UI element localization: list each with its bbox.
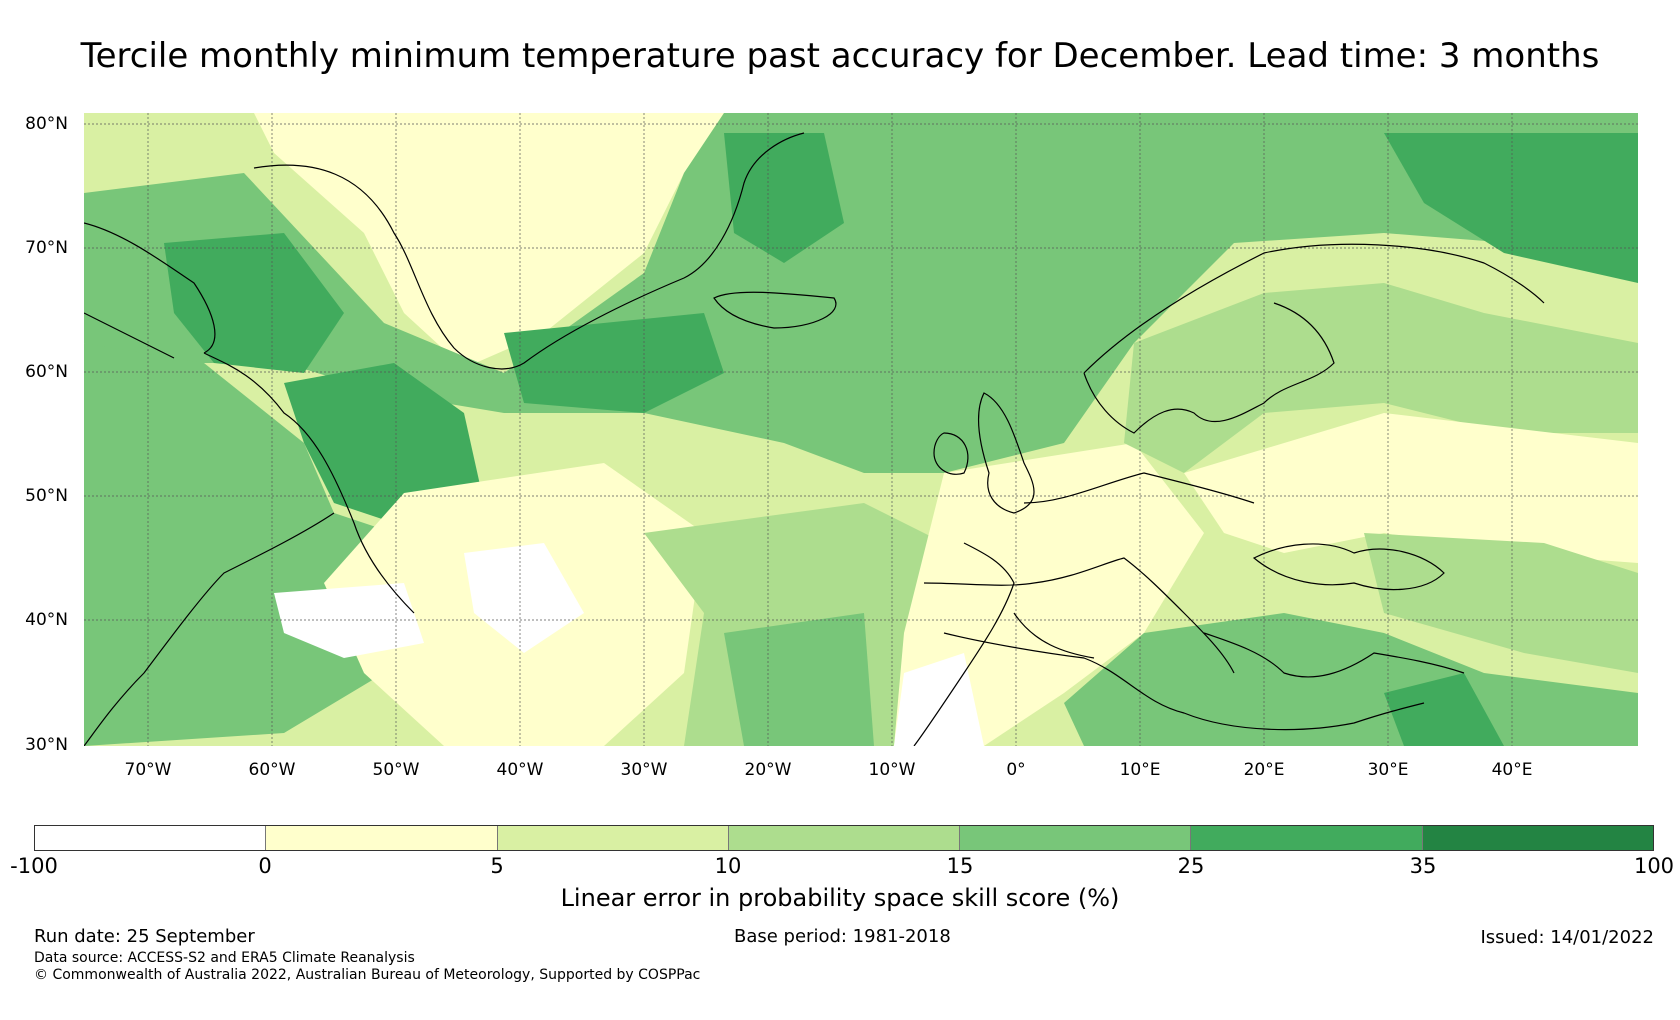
lat-label-30n: 30°N: [25, 735, 68, 755]
region-mid-atlantic-negative: [464, 543, 584, 653]
colorbar-segment: [497, 826, 729, 850]
lon-label-70w: 70°W: [124, 760, 172, 780]
coast-ireland: [933, 432, 969, 475]
colorbar: [34, 825, 1654, 851]
colorbar-tick: 10: [714, 854, 742, 878]
lon-label-20e: 20°E: [1243, 760, 1285, 780]
lon-label-20w: 20°W: [744, 760, 792, 780]
region-gulfstream-negative: [274, 583, 424, 658]
colorbar-tick: 25: [1177, 854, 1205, 878]
graticule: [84, 113, 1638, 746]
lon-label-30e: 30°E: [1367, 760, 1409, 780]
colorbar-segment: [1191, 826, 1423, 850]
colorbar-segment: [35, 826, 267, 850]
colorbar-tick: 100: [1633, 854, 1675, 878]
region-levant-high: [1384, 673, 1504, 746]
lon-label-0: 0°: [1006, 760, 1026, 780]
lon-label-60w: 60°W: [248, 760, 296, 780]
coast-labrador-newfoundland: [84, 352, 415, 746]
issued-date: Issued: 14/01/2022: [1480, 927, 1654, 948]
coast-greenland: [253, 132, 805, 370]
colorbar-tick: 35: [1409, 854, 1437, 878]
coast-north-africa: [943, 632, 1425, 731]
lat-label-40n: 40°N: [25, 610, 68, 630]
lat-label-50n: 50°N: [25, 486, 68, 506]
colorbar-segment: [1422, 826, 1653, 850]
coast-iceland: [713, 291, 837, 329]
coast-scandinavia: [1083, 243, 1545, 434]
lon-label-40e: 40°E: [1491, 760, 1533, 780]
region-north-atlantic: [84, 113, 1638, 473]
region-barents-high: [1384, 133, 1638, 283]
lat-label-80n: 80°N: [25, 114, 68, 134]
map-canvas: [84, 113, 1638, 746]
lon-label-40w: 40°W: [496, 760, 544, 780]
lon-label-50w: 50°W: [372, 760, 420, 780]
region-scandinavia: [1124, 283, 1638, 473]
region-west-europe-low: [894, 443, 1204, 746]
data-source: Data source: ACCESS-S2 and ERA5 Climate …: [34, 950, 415, 966]
run-date: Run date: 25 September: [34, 926, 255, 947]
colorbar-segment: [266, 826, 498, 850]
colorbar-tick: 0: [258, 854, 272, 878]
colorbar-segment: [728, 826, 961, 850]
region-irminger-high: [504, 313, 724, 413]
lat-label-60n: 60°N: [25, 362, 68, 382]
chart-title: Tercile monthly minimum temperature past…: [80, 36, 1600, 76]
coast-baffin-island: [84, 222, 216, 359]
lon-label-30w: 30°W: [620, 760, 668, 780]
colorbar-segment: [960, 826, 1192, 850]
region-greenland-low: [254, 113, 724, 368]
lon-label-10e: 10°E: [1119, 760, 1161, 780]
coast-iberia-france-italy: [923, 557, 1235, 674]
lon-label-10w: 10°W: [868, 760, 916, 780]
region-mediterranean: [1064, 613, 1638, 746]
colorbar-tick: 5: [490, 854, 504, 878]
base-period: Base period: 1981-2018: [734, 926, 951, 947]
region-baffin-high: [164, 233, 344, 373]
skill-regions: [84, 113, 1638, 746]
skill-score-map: [84, 113, 1638, 746]
coast-black-sea: [1252, 543, 1445, 591]
colorbar-tick: 15: [946, 854, 974, 878]
lat-label-70n: 70°N: [25, 238, 68, 258]
region-black-sea: [1364, 533, 1638, 673]
coast-west-europe: [913, 472, 1255, 746]
coast-greece-turkey: [1203, 632, 1465, 678]
copyright: © Commonwealth of Australia 2022, Austra…: [34, 967, 701, 983]
region-canary-moderate: [724, 613, 874, 746]
coastlines: [84, 132, 1545, 746]
region-denmark-strait-high: [724, 133, 844, 263]
region-east-europe-low: [1184, 413, 1638, 563]
colorbar-tick: -100: [10, 854, 58, 878]
coast-great-britain: [977, 392, 1035, 514]
colorbar-label: Linear error in probability space skill …: [560, 884, 1120, 912]
